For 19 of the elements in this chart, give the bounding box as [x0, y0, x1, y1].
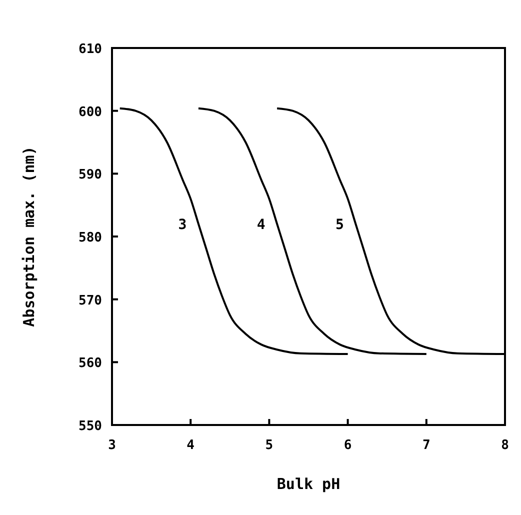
y-tick-label: 580 — [78, 230, 102, 246]
x-tick-label: 7 — [422, 438, 430, 453]
y-tick-label: 610 — [78, 42, 102, 57]
line-series — [197, 107, 428, 355]
y-tick-label: 590 — [78, 168, 102, 183]
y-axis-title: Absorption max. (nm) — [20, 146, 38, 327]
x-tick-label: 8 — [501, 438, 510, 453]
x-tick-label: 5 — [265, 438, 274, 453]
series-label: 3 — [178, 216, 187, 233]
y-tick-label: 550 — [78, 419, 102, 434]
x-tick-label: 6 — [344, 438, 352, 453]
x-tick-label: 3 — [108, 438, 116, 453]
y-tick-label: 560 — [78, 356, 102, 372]
x-axis-title: Bulk pH — [276, 475, 340, 493]
series-label: 4 — [256, 216, 266, 233]
y-tick-label: 600 — [78, 104, 102, 120]
y-tick-label: 570 — [78, 293, 102, 308]
x-tick-label: 4 — [186, 438, 195, 453]
series-label: 5 — [335, 216, 344, 233]
